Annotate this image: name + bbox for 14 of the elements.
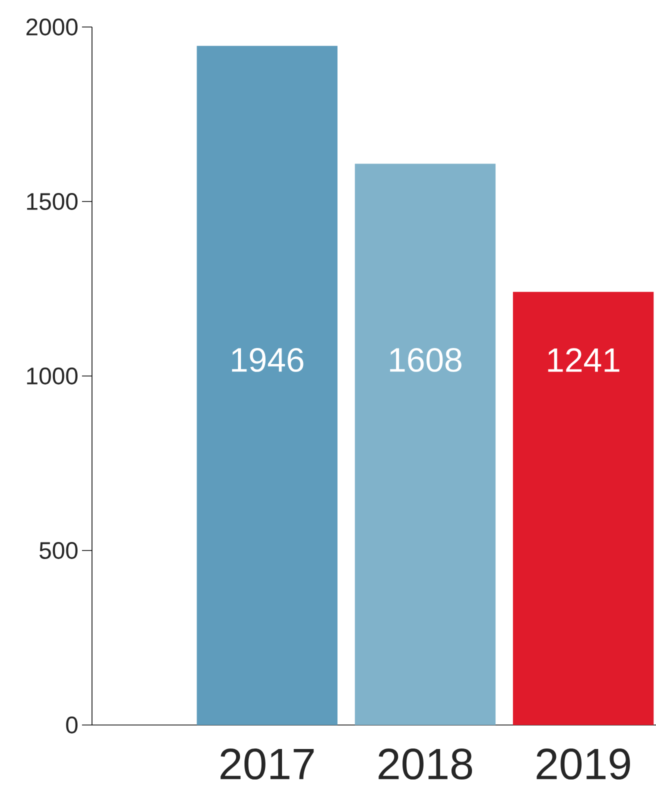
bar (354, 164, 496, 725)
x-tick-label: 2019 (536, 748, 630, 780)
y-tick-label: 2000 (26, 18, 78, 36)
y-tick-label: 0 (66, 716, 78, 734)
y-tick-label: 1000 (27, 368, 78, 384)
y-tick-label: 500 (40, 542, 78, 559)
x-tick-label: 2018 (378, 748, 472, 780)
data-label: 1946 (232, 348, 304, 372)
data-label: 1241 (548, 348, 620, 372)
bar (196, 46, 338, 725)
y-tick-label: 1500 (27, 193, 78, 210)
x-tick-label: 2017 (220, 748, 314, 780)
bar (512, 292, 654, 725)
data-label: 1608 (390, 348, 462, 372)
